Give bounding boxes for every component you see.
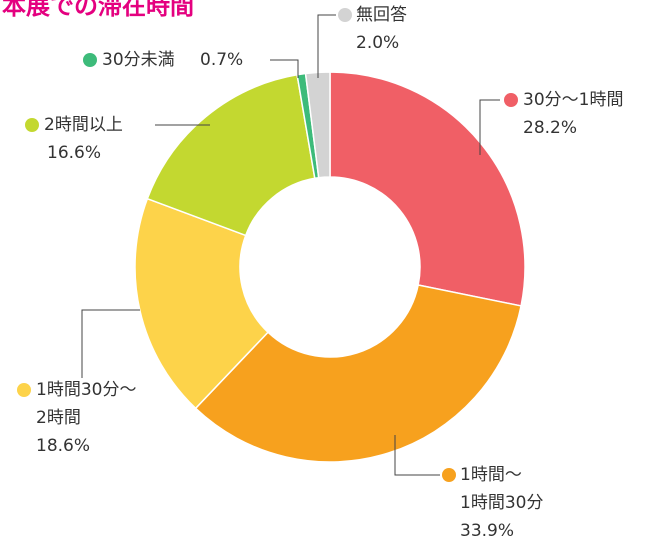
legend-marker xyxy=(17,383,31,397)
data-label-name: 30分未満 xyxy=(102,50,175,70)
leader-line xyxy=(394,435,440,476)
data-label-value: 16.6% xyxy=(47,143,102,163)
data-label-value: 0.7% xyxy=(200,50,244,70)
donut-segment xyxy=(194,284,522,463)
data-label-name: 1時間30分～ 2時間 xyxy=(36,380,137,428)
leader-line xyxy=(479,99,500,155)
legend-marker xyxy=(338,8,352,22)
chart-title: 本展での滞在時間 xyxy=(2,0,194,20)
data-label-name: 2時間以上 xyxy=(44,115,123,135)
leader-line xyxy=(317,14,336,78)
data-label-name: 無回答 xyxy=(356,5,407,25)
donut-segment xyxy=(134,197,270,410)
data-label-value: 18.6% xyxy=(36,436,91,456)
data-label-name: 30分～1時間 xyxy=(523,90,624,110)
legend-marker xyxy=(83,53,97,67)
leader-line xyxy=(81,309,140,378)
legend-marker xyxy=(442,468,456,482)
data-label-name: 1時間～ 1時間30分 xyxy=(460,465,544,513)
legend-marker xyxy=(25,118,39,132)
data-label-value: 28.2% xyxy=(523,118,578,138)
donut-segment xyxy=(329,71,526,307)
leader-line xyxy=(270,59,299,78)
data-label-value: 33.9% xyxy=(460,521,515,539)
legend-marker xyxy=(504,93,518,107)
donut-segment xyxy=(146,73,316,237)
donut-segment xyxy=(304,71,331,179)
data-label-value: 2.0% xyxy=(356,33,400,53)
